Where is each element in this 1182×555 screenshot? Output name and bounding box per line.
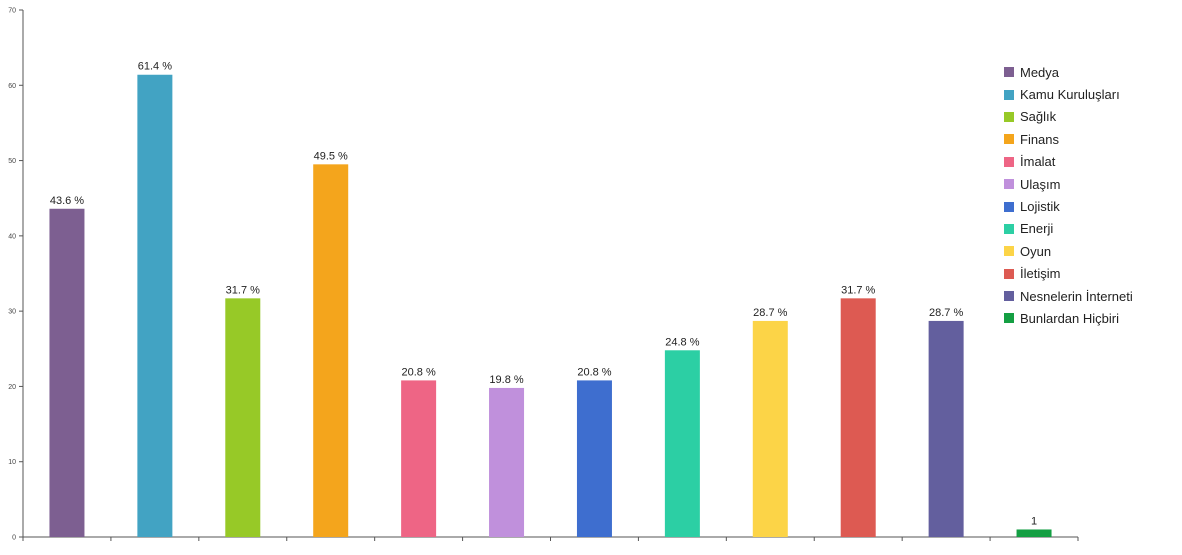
legend-swatch: [1004, 268, 1014, 279]
data-label: 28.7 %: [929, 307, 963, 319]
legend-label: Ulaşım: [1020, 176, 1061, 192]
y-tick-label: 40: [8, 233, 16, 240]
legend-item: Enerji: [1004, 218, 1174, 240]
legend-swatch: [1004, 179, 1014, 190]
legend-swatch: [1004, 67, 1014, 78]
bar-3: [225, 298, 261, 537]
y-tick-label: 10: [8, 459, 16, 466]
legend-label: Lojistik: [1020, 199, 1060, 215]
legend-swatch: [1004, 111, 1014, 122]
data-label: 61.4 %: [138, 61, 172, 73]
data-label: 19.8 %: [489, 374, 523, 386]
bar-10: [840, 298, 876, 537]
data-label: 31.7 %: [841, 284, 875, 296]
legend-item: Sağlık: [1004, 106, 1174, 128]
bar-1: [49, 208, 85, 538]
legend-swatch: [1004, 313, 1014, 324]
data-label: 24.8 %: [665, 336, 699, 348]
data-label: 28.7 %: [753, 307, 787, 319]
bar-2: [137, 74, 173, 537]
legend-label: Finans: [1020, 131, 1060, 147]
legend-swatch: [1004, 246, 1014, 257]
bar-6: [489, 387, 525, 537]
legend-label: İletişim: [1020, 266, 1061, 282]
legend-item: İletişim: [1004, 263, 1174, 285]
data-label: 49.5 %: [314, 150, 348, 162]
legend-swatch: [1004, 223, 1014, 234]
legend-label: İmalat: [1020, 154, 1056, 170]
legend-item: Nesnelerin İnterneti: [1004, 285, 1174, 307]
data-label: 20.8 %: [402, 366, 436, 378]
legend-item: İmalat: [1004, 151, 1174, 173]
legend-swatch: [1004, 156, 1014, 167]
y-tick-label: 30: [8, 309, 16, 316]
bar-5: [401, 380, 437, 537]
y-tick-label: 50: [8, 158, 16, 165]
legend-label: Kamu Kuruluşları: [1020, 87, 1120, 103]
bar-8: [664, 350, 700, 537]
legend-swatch: [1004, 201, 1014, 212]
legend-item: Ulaşım: [1004, 173, 1174, 195]
legend-swatch: [1004, 291, 1014, 302]
legend-swatch: [1004, 89, 1014, 100]
y-tick-label: 60: [8, 83, 16, 90]
data-label: 20.8 %: [577, 366, 611, 378]
bar-7: [576, 380, 612, 537]
legend-label: Nesnelerin İnterneti: [1020, 288, 1133, 304]
data-label: 1: [1031, 515, 1037, 527]
legend-item: Finans: [1004, 128, 1174, 150]
bar-4: [313, 164, 349, 538]
legend-item: Bunlardan Hiçbiri: [1004, 307, 1174, 329]
data-label: 31.7 %: [226, 284, 260, 296]
legend-label: Oyun: [1020, 243, 1052, 259]
legend-item: Kamu Kuruluşları: [1004, 83, 1174, 105]
y-tick-label: 0: [12, 535, 16, 542]
chart-legend: Medya Kamu Kuruluşları Sağlık Finans İmalat U…: [1004, 61, 1174, 330]
legend-label: Medya: [1020, 64, 1060, 80]
legend-item: Lojistik: [1004, 195, 1174, 217]
bar-11: [928, 320, 964, 537]
legend-label: Enerji: [1020, 221, 1054, 237]
y-tick-label: 20: [8, 384, 16, 391]
data-label: 43.6 %: [50, 195, 84, 207]
legend-label: Bunlardan Hiçbiri: [1020, 310, 1119, 326]
legend-item: Oyun: [1004, 240, 1174, 262]
legend-swatch: [1004, 134, 1014, 145]
legend-label: Sağlık: [1020, 109, 1057, 125]
bar-12: [1016, 529, 1052, 537]
legend-item: Medya: [1004, 61, 1174, 83]
bar-9: [752, 320, 788, 537]
y-tick-label: 70: [8, 8, 16, 15]
